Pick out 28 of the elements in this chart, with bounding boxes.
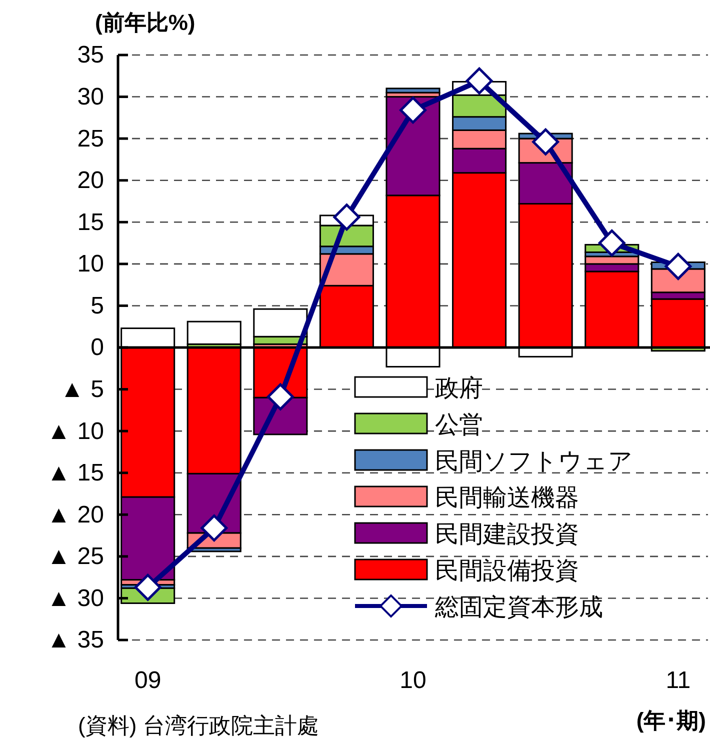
text: (資料) 台湾行政院主計處 (78, 713, 319, 738)
y-tick-label: 20 (77, 167, 104, 194)
y-tick-label: 10 (77, 250, 104, 278)
legend-label: 民間建設投資 (435, 521, 579, 548)
y-tick-label: 35 (77, 42, 104, 69)
legend-label: 民間ソフトウェア (435, 448, 633, 475)
y-tick-label: 30 (77, 83, 104, 110)
y-tick-label: ▲ 15 (46, 460, 104, 487)
legend-label: 民間設備投資 (435, 558, 579, 584)
x-tick-label: 09 (134, 667, 162, 694)
x-tick-label: 11 (666, 667, 691, 694)
x-axis-title: (年･期) (636, 708, 706, 733)
legend-label: 政府 (435, 375, 483, 402)
x-tick-label: 10 (400, 667, 426, 694)
y-tick-label: 0 (90, 334, 104, 362)
legend-label: 民間輸送機器 (435, 484, 579, 512)
y-tick-label: ▲ 5 (60, 376, 104, 403)
legend-label: 総固定資本形成 (434, 594, 603, 621)
y-tick-label: 15 (77, 208, 104, 236)
y-tick-label: ▲ 25 (46, 543, 104, 570)
y-tick-label: ▲ 20 (46, 501, 104, 528)
y-tick-label: 5 (90, 292, 104, 320)
y-tick-label: ▲ 30 (46, 584, 104, 612)
legend-label: 公営 (435, 412, 483, 438)
y-tick-label: 25 (77, 125, 104, 152)
y-tick-label: ▲ 35 (46, 626, 104, 654)
y-tick-label: ▲ 10 (46, 418, 104, 445)
y-axis-title: (前年比%) (95, 10, 196, 35)
